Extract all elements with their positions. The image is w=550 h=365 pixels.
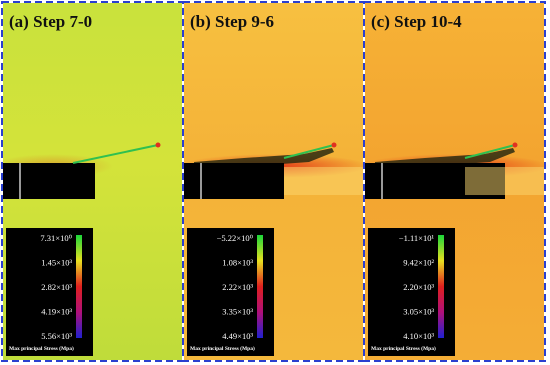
legend-tick-label: 3.35×10³ xyxy=(222,306,253,316)
damage-zone xyxy=(194,148,334,166)
color-bar xyxy=(76,235,82,338)
notch xyxy=(3,163,95,199)
crack-tip xyxy=(331,142,337,148)
color-bar xyxy=(257,235,263,338)
legend-tick-label: 7.31×10⁰ xyxy=(40,233,72,243)
legend-tick-label: −5.22×10⁰ xyxy=(217,233,254,243)
legend-title: Max principal Stress (Mpa) xyxy=(9,345,74,352)
crack-tip xyxy=(512,142,518,148)
color-bar xyxy=(438,235,444,338)
notch xyxy=(184,163,284,199)
legend-tick-label: 4.19×10³ xyxy=(41,306,72,316)
panel-border xyxy=(182,1,365,362)
crack xyxy=(464,144,516,159)
crack-tip xyxy=(155,142,161,148)
panel-title: (c) Step 10-4 xyxy=(371,12,462,31)
legend-tick-label: 1.45×10³ xyxy=(41,257,72,267)
crack xyxy=(72,144,159,164)
stress-band xyxy=(284,167,363,195)
legend-tick-label: 5.56×10³ xyxy=(41,331,72,341)
panel: (b) Step 9-6 −5.22×10⁰ 1.08×10³ 2.22×10³ 3.3… xyxy=(179,1,369,362)
panel-title: (a) Step 7-0 xyxy=(9,12,92,31)
legend-tick-label: 2.20×10³ xyxy=(403,282,434,292)
stress-band xyxy=(465,167,544,195)
legend-tick-label: −1.11×10¹ xyxy=(399,233,435,243)
legend-tick-label: 4.49×10³ xyxy=(222,331,253,341)
crack xyxy=(283,144,335,159)
panel-border xyxy=(363,1,546,362)
legend-title: Max principal Stress (Mpa) xyxy=(371,345,436,352)
legend-tick-label: 2.22×10³ xyxy=(222,282,253,292)
panel-title: (b) Step 9-6 xyxy=(190,12,274,31)
legend-tick-label: 9.42×10² xyxy=(403,257,434,267)
damage-zone xyxy=(375,148,515,166)
legend-title: Max principal Stress (Mpa) xyxy=(190,345,255,352)
legend-tick-label: 1.08×10³ xyxy=(222,257,253,267)
panel-border xyxy=(1,1,184,362)
panel: (c) Step 10-4 −1.11×10¹ 9.42×10² 2.20×10³ 3.… xyxy=(360,1,550,362)
legend-tick-label: 2.82×10³ xyxy=(41,282,72,292)
legend-tick-label: 4.10×10³ xyxy=(403,331,434,341)
legend-tick-label: 3.05×10³ xyxy=(403,306,434,316)
panel: (a) Step 7-0 7.31×10⁰ 1.45×10³ 2.82×10³ 4.19… xyxy=(0,1,184,362)
